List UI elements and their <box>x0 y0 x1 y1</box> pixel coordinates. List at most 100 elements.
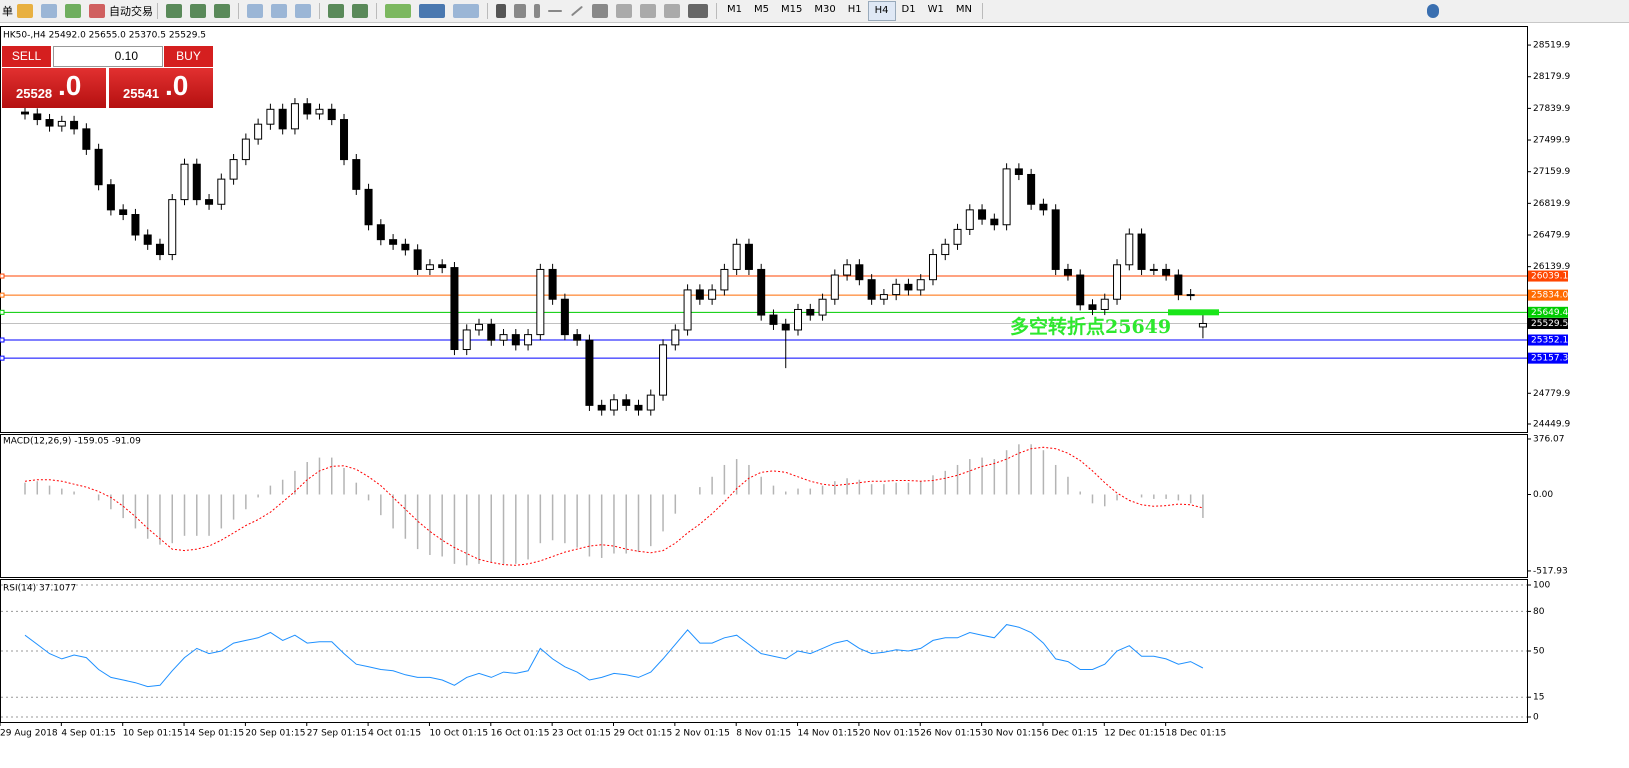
icon[interactable] <box>271 4 287 18</box>
lots-input[interactable]: 0.10 <box>53 46 163 67</box>
candle-body <box>867 279 876 300</box>
timeframe-button[interactable]: M15 <box>781 4 803 15</box>
buy-button[interactable]: BUY <box>164 46 213 67</box>
candle-body <box>82 128 91 150</box>
candle-body <box>474 323 483 331</box>
main-panel <box>0 26 1528 433</box>
candle-body <box>70 120 79 130</box>
icon[interactable] <box>496 4 506 18</box>
separator <box>157 3 158 19</box>
candle-body <box>794 308 803 331</box>
bid-box[interactable]: 25528 .0 <box>2 68 106 108</box>
level-label-box <box>1528 289 1568 301</box>
timeframe-button[interactable]: W1 <box>927 4 944 15</box>
candle-body <box>21 111 29 115</box>
candle-body <box>757 268 766 316</box>
menu[interactable]: 单 <box>2 5 13 18</box>
timeframe-button[interactable]: M1 <box>727 4 742 15</box>
candle-body <box>720 268 729 291</box>
candle-body <box>695 289 704 300</box>
icon[interactable] <box>247 4 263 18</box>
timeframe-button[interactable]: H4 <box>867 1 896 21</box>
y-tick-label: 376.07 <box>1533 434 1565 444</box>
candle-body <box>1125 233 1134 266</box>
last-price-box <box>1528 317 1568 329</box>
candle-body <box>303 103 312 115</box>
y-tick-label: 0.00 <box>1533 490 1553 500</box>
candle-body <box>548 268 557 300</box>
candle-body <box>879 294 888 300</box>
timeframe-button[interactable]: M5 <box>754 4 769 15</box>
icon[interactable] <box>295 4 311 18</box>
candle-body <box>892 283 901 296</box>
candle-body <box>573 334 582 341</box>
timeframes: M1 M5 M15 M30 H1 H4 D1 W1 MN <box>721 1 978 21</box>
icon[interactable] <box>664 4 680 18</box>
candle-body <box>818 298 827 316</box>
candle-body <box>229 159 238 180</box>
icon[interactable] <box>166 4 182 18</box>
candle-body <box>1100 298 1109 310</box>
timeframe-button[interactable]: MN <box>955 4 972 15</box>
x-tick-label: 27 Sep 01:15 <box>307 729 367 739</box>
y-tick-label: 26139.9 <box>1533 262 1570 272</box>
ask-frac: .0 <box>165 70 189 101</box>
candle-body <box>965 209 974 230</box>
candle-body <box>217 178 226 205</box>
candle-body <box>990 218 999 226</box>
icon[interactable] <box>17 4 33 18</box>
icon[interactable] <box>616 4 632 18</box>
icon[interactable] <box>385 4 411 18</box>
candle-body <box>168 199 177 256</box>
chart-title: HK50-,H4 25492.0 25655.0 25370.5 25529.5 <box>3 31 206 41</box>
timeframe-button[interactable]: D1 <box>901 4 916 15</box>
annotation: 多空转折点25649 <box>1010 315 1171 338</box>
ask-main: 25541 <box>123 86 160 101</box>
timeframe-button[interactable]: H1 <box>847 4 862 15</box>
icon[interactable] <box>41 4 57 18</box>
candle-body <box>585 339 594 406</box>
icon[interactable] <box>214 4 230 18</box>
candle-body <box>131 214 140 236</box>
icon[interactable] <box>514 4 526 18</box>
icon[interactable] <box>688 4 708 18</box>
y-tick-label: 27159.9 <box>1533 167 1570 177</box>
level-label: 25157.3 <box>1531 354 1568 364</box>
icon[interactable] <box>548 10 562 12</box>
icon[interactable] <box>419 4 445 18</box>
icon[interactable] <box>190 4 206 18</box>
autotrade-button[interactable]: 自动交易 <box>109 5 153 18</box>
candle-body <box>352 159 361 190</box>
ask-box[interactable]: 25541 .0 <box>109 68 213 108</box>
candle-body <box>106 184 115 211</box>
icon[interactable] <box>352 4 368 18</box>
y-tick-label: 28179.9 <box>1533 72 1570 82</box>
candle-body <box>1113 264 1122 300</box>
x-tick-label: 2 Nov 01:15 <box>675 729 730 739</box>
macd-panel <box>0 434 1528 578</box>
icon[interactable] <box>640 4 656 18</box>
icon[interactable] <box>592 4 608 18</box>
candle-body <box>1039 203 1048 211</box>
toolbar: 单 自动交易 M1 M5 M15 M30 H1 H4 D1 W1 MN <box>0 0 1629 23</box>
lots: 0.10 <box>114 49 138 63</box>
level-label-box <box>1528 270 1568 282</box>
icon[interactable] <box>534 4 540 18</box>
candle-body <box>401 243 410 251</box>
icon[interactable] <box>453 4 479 18</box>
icon[interactable] <box>65 4 81 18</box>
search-icon[interactable] <box>1426 4 1439 18</box>
candle-body <box>1149 268 1158 271</box>
icon[interactable] <box>89 4 105 18</box>
x-tick-label: 4 Oct 01:15 <box>368 729 421 739</box>
timeframe-button[interactable]: M30 <box>814 4 836 15</box>
candle-body <box>1002 168 1011 226</box>
candle-body <box>143 234 152 245</box>
candle-body <box>315 108 324 115</box>
candle-body <box>1137 233 1146 270</box>
sell-button[interactable]: SELL <box>2 46 51 67</box>
candle-body <box>683 289 692 331</box>
x-tick-label: 26 Nov 01:15 <box>920 729 981 739</box>
icon[interactable] <box>328 4 344 18</box>
candle-body <box>364 188 373 226</box>
